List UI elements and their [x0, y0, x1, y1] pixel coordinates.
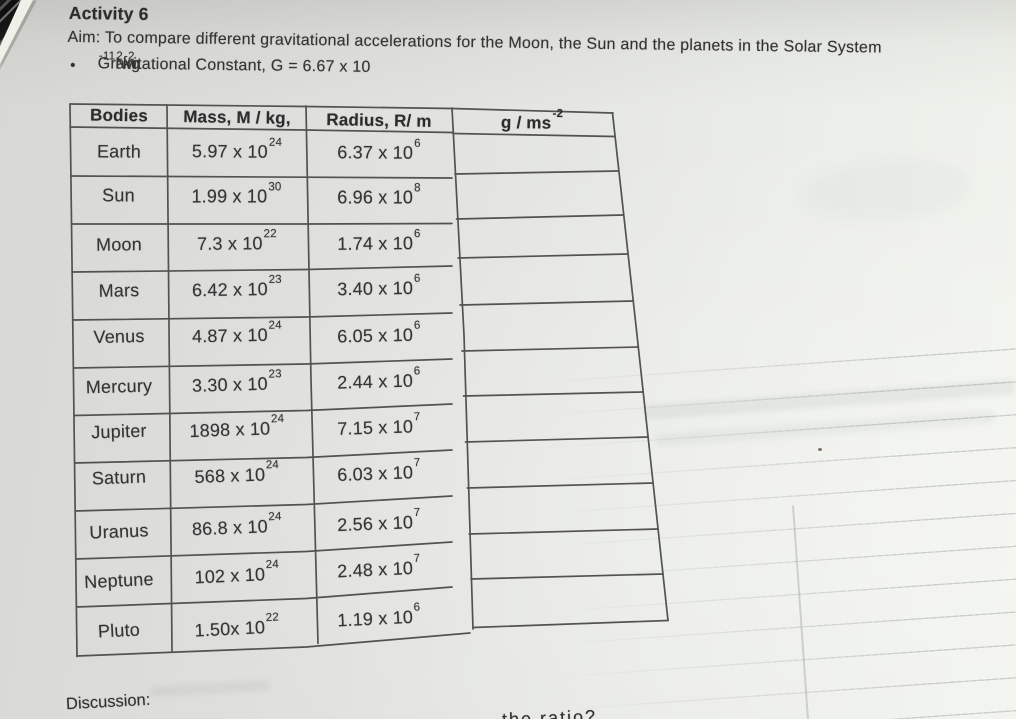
table-cell-radius: 7.15 x 107: [336, 411, 421, 439]
paper-speck: [818, 448, 822, 451]
table-header-cell: Bodies: [89, 105, 148, 126]
table-cell-body: Mars: [97, 280, 140, 301]
table-header-cell: Mass, M / kg,: [182, 107, 291, 128]
table-cell-body: Uranus: [88, 520, 149, 543]
constant-unit-exponent: -2: [123, 50, 135, 63]
table-cell-body: Neptune: [83, 568, 154, 593]
table-cell-body: Moon: [95, 234, 142, 255]
table-cell-mass: 1898 x 1024: [188, 412, 284, 442]
table-cell-mass: 7.3 x 1022: [196, 228, 277, 254]
bullet-icon: •: [70, 57, 76, 75]
table-cell-body: Earth: [96, 141, 141, 162]
table-cell-radius: 6.96 x 108: [337, 182, 421, 208]
table-cell-mass: 6.42 x 1023: [191, 273, 282, 301]
table-cell-mass: 1.99 x 1030: [191, 181, 282, 207]
table-cell-body: Mercury: [85, 375, 152, 398]
table-cell-mass: 1.50x 1022: [193, 611, 279, 641]
table-cell-radius: 6.05 x 106: [337, 319, 421, 346]
table-cell-mass: 3.30 x 1023: [191, 368, 282, 396]
constant-exponent: -11: [98, 50, 116, 63]
table-cell-body: Sun: [102, 185, 135, 206]
table-cell-radius: 2.44 x 106: [336, 365, 421, 393]
table-cell-body: Jupiter: [90, 420, 147, 443]
activity-title: Activity 6: [68, 2, 149, 24]
table-cell-radius: 1.19 x 106: [336, 601, 421, 631]
table-cell-radius: 2.48 x 107: [336, 552, 421, 582]
table-cell-body: Saturn: [91, 466, 146, 489]
table-cell-mass: 86.8 x 1024: [191, 510, 282, 540]
bottom-cutoff-text: the ratio?: [501, 706, 598, 719]
table-cell-radius: 6.03 x 107: [336, 456, 421, 486]
table-cell-radius: 3.40 x 106: [337, 272, 421, 300]
table-cell-body: Pluto: [96, 619, 140, 642]
gravitational-constant-line: • Gravitational Constant, G = 6.67 x 10 -1…: [70, 50, 371, 76]
table-cell-radius: 2.56 x 107: [336, 506, 421, 536]
table-cell-mass: 568 x 1024: [193, 458, 279, 488]
header-text-block: Activity 6 Aim: To compare different gra…: [0, 0, 1016, 113]
table-header-cell: g / ms-2: [500, 107, 564, 133]
table-cell-mass: 102 x 1024: [193, 558, 279, 588]
table-cell-body: Venus: [92, 325, 145, 348]
table-cell-mass: 4.87 x 1024: [191, 319, 282, 347]
table-cell-mass: 5.97 x 1024: [191, 136, 282, 162]
aim-line: Aim: To compare different gravitational …: [67, 28, 882, 57]
table-cell-radius: 1.74 x 106: [337, 228, 421, 254]
table-cell-radius: 6.37 x 106: [337, 137, 421, 163]
table-header-cell: Radius, R/ m: [326, 109, 432, 131]
